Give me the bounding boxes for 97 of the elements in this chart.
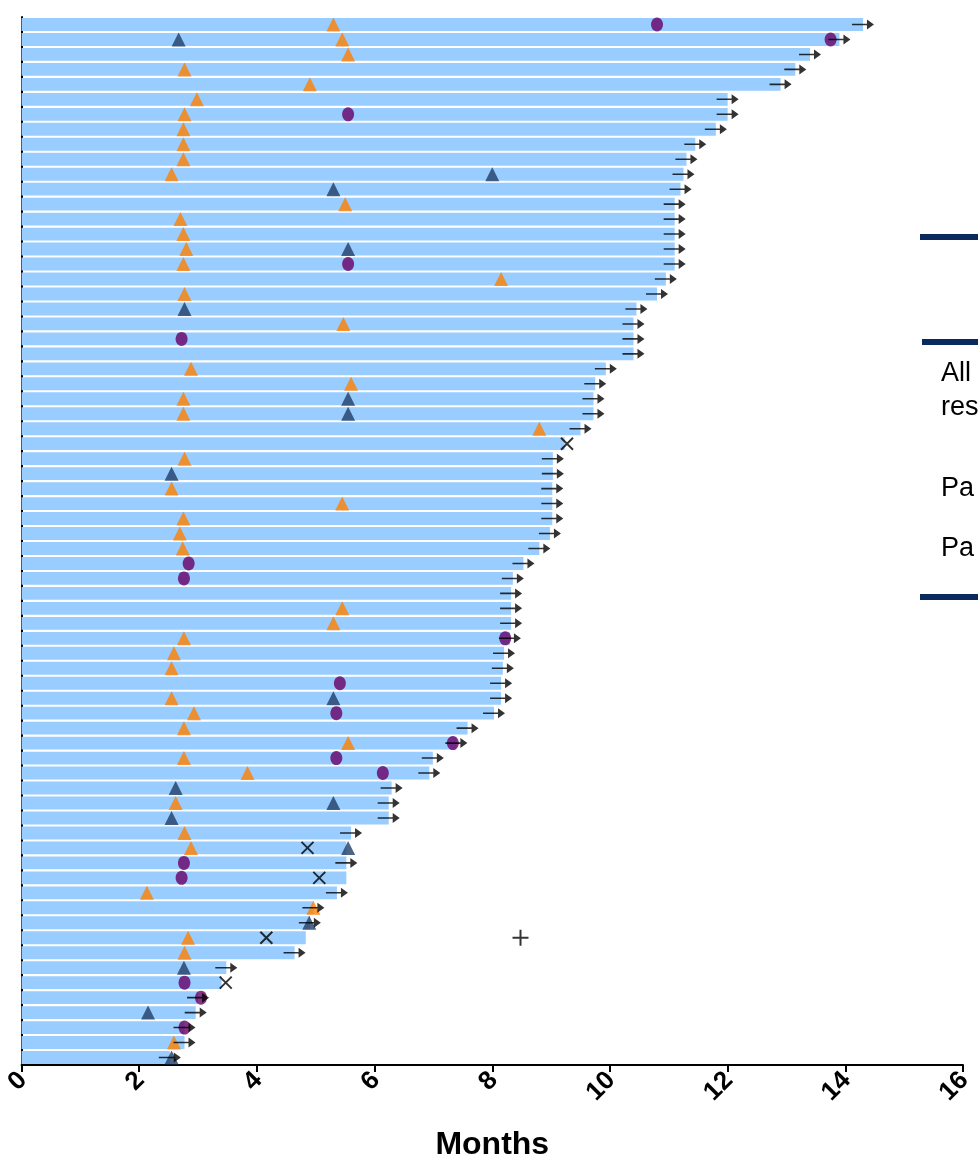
point bbox=[175, 331, 188, 346]
point bbox=[176, 406, 191, 421]
point bbox=[341, 406, 356, 421]
point bbox=[341, 47, 356, 62]
point bbox=[176, 631, 191, 646]
point bbox=[139, 885, 154, 900]
point bbox=[176, 391, 191, 406]
point bbox=[184, 361, 198, 376]
point bbox=[176, 511, 191, 526]
point bbox=[176, 721, 191, 736]
point bbox=[240, 766, 255, 781]
point bbox=[178, 975, 191, 990]
point bbox=[330, 706, 343, 721]
point bbox=[182, 556, 195, 571]
point bbox=[175, 541, 190, 556]
point bbox=[499, 631, 512, 646]
point bbox=[335, 32, 350, 47]
x-tick-label: 0 bbox=[0, 1064, 33, 1096]
annotation: Pa bbox=[941, 531, 975, 564]
point bbox=[176, 122, 191, 137]
point bbox=[181, 930, 196, 945]
point bbox=[177, 107, 192, 122]
point bbox=[177, 571, 190, 586]
point bbox=[326, 796, 341, 810]
point bbox=[485, 167, 500, 182]
point bbox=[177, 945, 192, 960]
point bbox=[177, 825, 192, 840]
point bbox=[176, 137, 191, 152]
point bbox=[336, 316, 351, 331]
point bbox=[330, 751, 343, 766]
annotation: Pa bbox=[941, 471, 975, 504]
point bbox=[164, 481, 179, 496]
point bbox=[326, 17, 341, 32]
point bbox=[335, 496, 350, 511]
point bbox=[341, 242, 356, 257]
point bbox=[651, 17, 664, 32]
x-tick-label: 8 bbox=[471, 1064, 503, 1096]
point bbox=[177, 855, 190, 870]
x-tick-label: 2 bbox=[118, 1064, 150, 1096]
point bbox=[342, 257, 355, 272]
point bbox=[177, 62, 192, 77]
x-tick-label: 10 bbox=[578, 1064, 621, 1107]
x-tick-label: 16 bbox=[931, 1064, 974, 1107]
point bbox=[302, 77, 317, 92]
point bbox=[341, 840, 356, 855]
x-axis-title: Months bbox=[435, 1125, 550, 1161]
point bbox=[326, 691, 341, 706]
point bbox=[326, 616, 341, 631]
point bbox=[164, 691, 179, 706]
point bbox=[171, 32, 186, 47]
point bbox=[218, 975, 233, 990]
point bbox=[176, 960, 191, 975]
point bbox=[186, 706, 201, 721]
point bbox=[342, 107, 355, 122]
point bbox=[176, 227, 191, 242]
point bbox=[300, 840, 315, 855]
point bbox=[164, 810, 179, 825]
point bbox=[312, 870, 327, 885]
point bbox=[259, 930, 274, 945]
point bbox=[494, 272, 509, 286]
point bbox=[166, 1035, 181, 1050]
annotation: All res bbox=[941, 356, 978, 423]
point bbox=[189, 92, 204, 107]
x-tick-label: 6 bbox=[353, 1064, 386, 1096]
point bbox=[172, 526, 187, 541]
point bbox=[164, 167, 179, 182]
point bbox=[179, 242, 194, 257]
point bbox=[824, 32, 837, 47]
point bbox=[532, 421, 547, 436]
point bbox=[168, 781, 183, 796]
point bbox=[341, 736, 356, 751]
point bbox=[175, 870, 188, 885]
point bbox=[344, 376, 359, 391]
point bbox=[560, 436, 574, 451]
point bbox=[176, 751, 191, 766]
point bbox=[184, 840, 198, 855]
x-tick-label: 12 bbox=[696, 1064, 739, 1107]
point bbox=[335, 601, 350, 616]
point bbox=[338, 197, 353, 212]
point bbox=[164, 466, 179, 481]
x-tick-label: 14 bbox=[814, 1064, 857, 1107]
point bbox=[166, 646, 181, 661]
point bbox=[168, 796, 183, 810]
point bbox=[511, 928, 530, 947]
x-tick-label: 4 bbox=[236, 1064, 268, 1096]
point bbox=[177, 451, 192, 466]
point bbox=[141, 1005, 156, 1020]
point bbox=[376, 766, 389, 781]
point bbox=[176, 152, 191, 167]
point bbox=[326, 182, 341, 197]
point bbox=[177, 286, 192, 301]
point bbox=[177, 301, 192, 316]
point bbox=[176, 257, 191, 272]
point bbox=[164, 661, 179, 676]
point bbox=[341, 391, 356, 406]
point bbox=[173, 212, 188, 227]
point bbox=[333, 676, 346, 691]
